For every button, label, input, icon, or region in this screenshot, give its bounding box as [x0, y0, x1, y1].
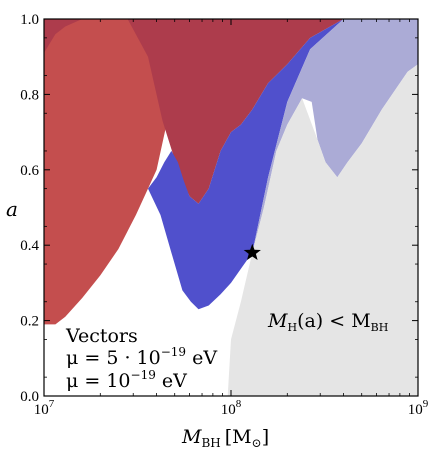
y-tick-label: 0.4: [20, 238, 39, 254]
legend: Vectors μ = 5 · 10−19 eV μ = 10−19 eV: [65, 325, 217, 392]
y-tick-label: 0.0: [20, 389, 39, 405]
y-axis-label: a: [6, 197, 18, 221]
marker-layer: [243, 243, 261, 260]
legend-entry-red-unit: eV: [186, 347, 217, 369]
ticks: 0.0 0.2 0.4 0.6 0.8 1.0 107 108 109: [20, 12, 429, 418]
x-axis-label-unit-sub: ⊙: [252, 436, 262, 450]
annotation-b-sub: BH: [371, 321, 389, 334]
x-axis-label-main: M: [181, 426, 202, 448]
region-annotation: MH(a) < MBH: [267, 310, 388, 334]
x-tick-label: 108: [221, 398, 242, 418]
region-2: [148, 19, 344, 310]
y-tick-label: 1.0: [20, 12, 39, 28]
legend-title: Vectors: [65, 325, 138, 347]
annotation-a: M: [267, 310, 288, 332]
annotation-mid: (a) < M: [297, 310, 371, 332]
legend-entry-blue: μ = 10−19 eV: [66, 368, 187, 392]
annotation-a-sub: H: [287, 321, 297, 334]
region-3: [252, 19, 418, 253]
y-tick-label: 0.8: [20, 87, 39, 103]
legend-entry-red-prefix: μ = 5 · 10: [66, 347, 161, 369]
x-axis-label: MBH [M⊙]: [181, 426, 269, 450]
x-axis-label-unit: [M: [225, 426, 252, 448]
regions: [44, 19, 418, 396]
y-tick-label: 0.6: [20, 163, 39, 179]
region-1: [44, 19, 344, 204]
y-tick-label: 0.2: [20, 314, 39, 330]
legend-entry-red: μ = 5 · 10−19 eV: [66, 345, 217, 369]
x-axis-label-unit-close: ]: [262, 426, 269, 448]
legend-entry-blue-exp: −19: [131, 368, 156, 382]
legend-entry-blue-unit: eV: [156, 370, 187, 392]
legend-entry-blue-prefix: μ = 10: [66, 370, 131, 392]
region-4: [227, 64, 418, 396]
region-0: [44, 19, 187, 325]
star-marker: [243, 243, 261, 260]
x-tick-label: 107: [34, 398, 55, 418]
x-tick-label: 109: [408, 398, 429, 418]
legend-entry-red-exp: −19: [161, 345, 186, 359]
x-axis-label-sub: BH: [201, 436, 220, 450]
